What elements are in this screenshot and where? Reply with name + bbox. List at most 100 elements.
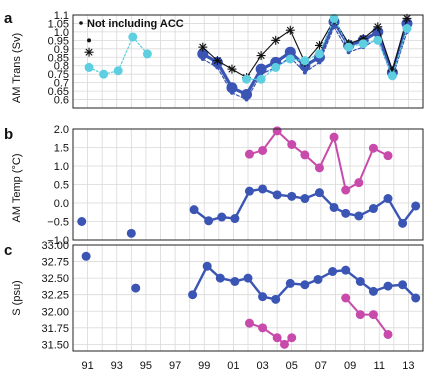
data-point [300,194,310,204]
x-tick-label: 05 [286,360,298,372]
x-tick-label: 11 [374,360,385,372]
data-point [126,228,136,238]
data-point [244,149,254,159]
data-point [314,163,324,173]
data-point [285,278,295,288]
data-point [383,194,393,204]
series-segment [377,39,393,77]
series-segment [333,17,350,48]
y-tick-label: 31.75 [41,323,69,335]
data-point [317,60,322,65]
asterisk-marker [373,22,383,32]
data-point [77,217,87,226]
asterisk-stroke [315,41,324,50]
data-point [200,56,205,61]
series-segment [304,61,321,74]
panel-letter: b [4,126,13,143]
data-point [332,24,337,29]
asterisk-marker [256,51,266,61]
data-point [272,126,282,136]
y-tick-label: 0.85 [48,52,69,64]
asterisk-marker [212,56,222,66]
panel-letter: c [4,242,12,259]
data-point [287,140,297,150]
data-point [300,280,310,290]
data-point [242,74,252,84]
x-tick-label: 99 [198,360,210,372]
y-tick-label: 0.5 [54,180,69,192]
data-point [258,292,268,302]
data-point [368,204,378,214]
asterisk-stroke [199,43,207,51]
x-tick-label: 95 [140,360,152,372]
data-point [329,132,339,142]
legend-dot [79,21,83,25]
y-tick-label: −1.0 [47,235,69,247]
data-point [398,280,408,290]
data-point [131,283,141,293]
series-segment [377,26,393,72]
data-point [329,13,339,23]
data-point [383,329,393,339]
data-point [188,290,198,300]
data-point [354,211,364,221]
data-point [244,186,254,196]
data-point [271,62,281,72]
panel-frame [72,244,424,352]
data-point [411,201,421,211]
y-axis-label: S (psu) [11,280,23,315]
data-point [189,205,199,215]
data-point [368,310,378,320]
data-point [368,143,378,153]
series-segment [348,46,364,53]
data-point [354,178,364,188]
y-tick-label: −0.5 [47,217,69,229]
asterisk-stroke [272,36,280,44]
data-point [314,188,324,198]
asterisk-marker [198,42,208,52]
data-point [284,46,296,58]
data-point [302,70,307,75]
x-tick-label: 07 [315,360,327,372]
series-segment [391,27,408,77]
y-axis-label: AM Temp (°C) [11,154,23,223]
data-point [287,191,297,201]
x-tick-label: 03 [256,360,268,372]
x-tick-label: 09 [344,360,356,372]
asterisk-stroke [374,23,382,31]
y-tick-label: 1.1 [54,10,69,22]
data-point [328,267,338,276]
data-point [202,261,212,271]
data-point [142,49,152,59]
data-point [215,65,220,70]
data-point [341,185,351,195]
series-segment [202,58,218,69]
data-point [255,63,267,75]
data-point [300,150,310,160]
data-point [84,62,94,72]
data-point [258,184,268,194]
data-point [300,56,310,66]
data-point [329,202,339,212]
asterisk-stroke [228,65,236,73]
y-tick-label: 0.95 [48,35,69,47]
legend-label: Not including ACC [87,18,184,30]
data-point [287,333,297,343]
asterisk-stroke [85,48,93,56]
data-point [402,24,412,34]
series-segment [245,73,262,101]
series-segment [216,60,233,70]
data-point [243,273,253,283]
y-tick-label: 2.0 [54,124,69,136]
series-segment [357,147,375,184]
data-point [279,339,289,349]
data-point [341,208,351,218]
data-point [241,88,253,100]
y-tick-label: 0.75 [48,69,69,81]
data-point [368,286,378,296]
y-tick-label: 31.50 [41,339,69,351]
grid-layer [72,15,424,351]
series-segment [233,189,251,220]
data-point [411,293,421,303]
